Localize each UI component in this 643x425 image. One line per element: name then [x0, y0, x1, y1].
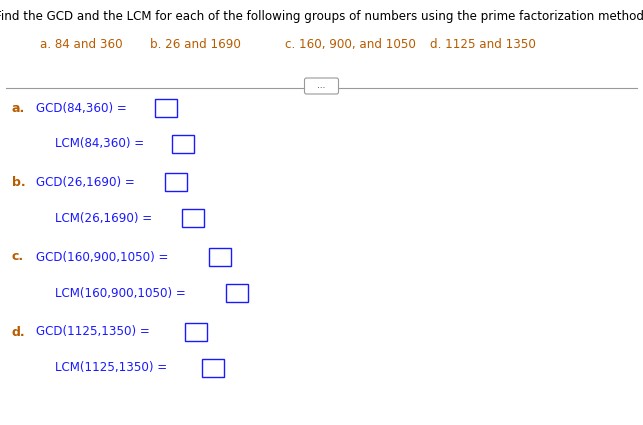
Text: b.: b.: [12, 176, 26, 189]
Text: a.: a.: [12, 102, 25, 114]
Bar: [185, 323, 207, 341]
Text: a. 84 and 360: a. 84 and 360: [40, 38, 123, 51]
Text: LCM(26,1690) =: LCM(26,1690) =: [55, 212, 152, 224]
Text: c.: c.: [12, 250, 24, 264]
Text: GCD(84,360) =: GCD(84,360) =: [36, 102, 127, 114]
Bar: [209, 248, 231, 266]
Text: GCD(160,900,1050) =: GCD(160,900,1050) =: [36, 250, 168, 264]
Text: c. 160, 900, and 1050: c. 160, 900, and 1050: [285, 38, 416, 51]
FancyBboxPatch shape: [305, 78, 338, 94]
Bar: [155, 99, 177, 117]
Text: GCD(26,1690) =: GCD(26,1690) =: [36, 176, 135, 189]
Text: GCD(1125,1350) =: GCD(1125,1350) =: [36, 326, 150, 338]
Bar: [172, 135, 194, 153]
Text: LCM(84,360) =: LCM(84,360) =: [55, 138, 144, 150]
Text: b. 26 and 1690: b. 26 and 1690: [150, 38, 241, 51]
Text: Find the GCD and the LCM for each of the following groups of numbers using the p: Find the GCD and the LCM for each of the…: [0, 10, 643, 23]
Bar: [226, 284, 248, 302]
Bar: [165, 173, 187, 191]
Text: LCM(1125,1350) =: LCM(1125,1350) =: [55, 362, 167, 374]
Bar: [202, 359, 224, 377]
Text: d.: d.: [12, 326, 26, 338]
Text: LCM(160,900,1050) =: LCM(160,900,1050) =: [55, 286, 186, 300]
Text: ⋯: ⋯: [317, 82, 326, 91]
Bar: [183, 209, 204, 227]
Text: d. 1125 and 1350: d. 1125 and 1350: [430, 38, 536, 51]
